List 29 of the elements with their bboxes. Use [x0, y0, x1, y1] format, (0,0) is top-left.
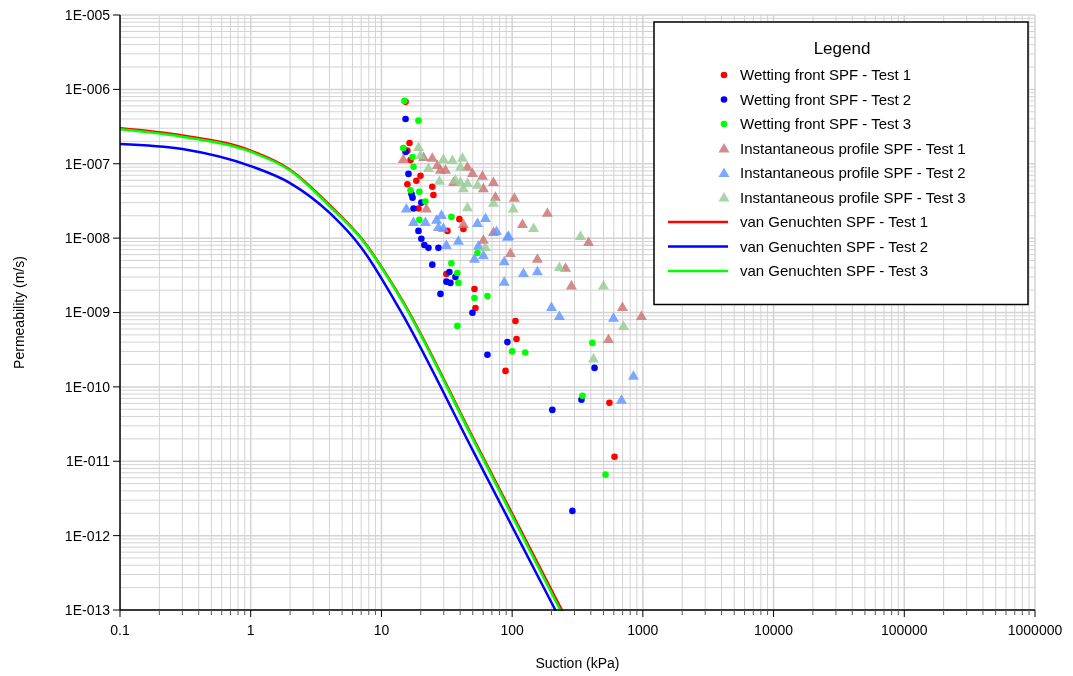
- x-tick-label: 100000: [880, 622, 928, 638]
- legend-label: Wetting front SPF - Test 2: [740, 90, 912, 108]
- x-tick-label: 100: [500, 622, 525, 638]
- x-tick-label: 0.1: [110, 622, 130, 638]
- legend-label: van Genuchten SPF - Test 2: [740, 237, 929, 255]
- x-tick-label: 1000: [627, 622, 659, 638]
- y-tick-label: 1E-010: [64, 378, 111, 395]
- x-axis-title: Suction (kPa): [535, 655, 620, 671]
- legend-label: Instantaneous profile SPF - Test 1: [740, 139, 966, 157]
- y-tick-label: 1E-009: [64, 304, 111, 321]
- y-tick-label: 1E-007: [64, 155, 111, 172]
- x-tick-label: 10: [373, 622, 390, 638]
- legend-label: Instantaneous profile SPF - Test 3: [740, 188, 966, 206]
- legend-title: Legend: [813, 39, 871, 58]
- y-tick-label: 1E-005: [64, 6, 111, 23]
- y-axis-title: Permeability (m/s): [11, 256, 27, 369]
- legend-label: Wetting front SPF - Test 1: [740, 66, 912, 84]
- legend-label: van Genuchten SPF - Test 3: [740, 262, 929, 280]
- y-tick-label: 1E-011: [65, 453, 111, 470]
- x-tick-label: 10000: [754, 622, 794, 638]
- x-tick-label: 1000000: [1007, 622, 1063, 638]
- legend-label: van Genuchten SPF - Test 1: [740, 213, 929, 231]
- legend-label: Wetting front SPF - Test 3: [740, 115, 912, 133]
- y-tick-label: 1E-012: [64, 527, 111, 544]
- y-tick-label: 1E-013: [64, 601, 111, 618]
- y-tick-label: 1E-008: [64, 230, 111, 247]
- y-tick-label: 1E-006: [64, 81, 111, 98]
- legend-label: Instantaneous profile SPF - Test 2: [740, 164, 966, 182]
- x-tick-label: 1: [246, 622, 255, 638]
